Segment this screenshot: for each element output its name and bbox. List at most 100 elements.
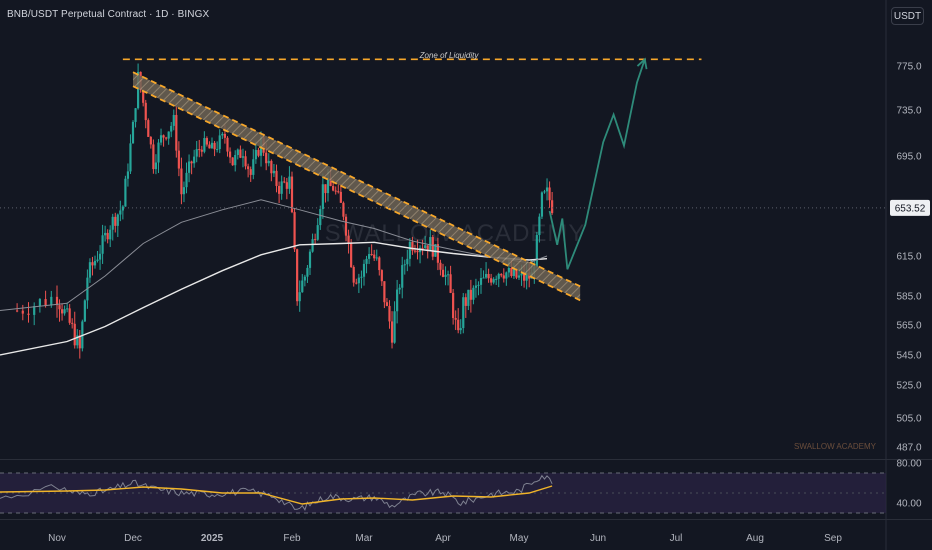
candle-body [319,209,322,226]
axes-layer: 775.0 735.0 695.0 615.0 585.0 565.0 545.0 525.0… [48,62,930,544]
time-tick-label: Feb [283,533,301,544]
candle-body [474,285,478,288]
time-tick-label: 2025 [201,533,224,544]
candle-body [195,149,198,157]
time-tick-label: Aug [746,533,764,544]
candle-body [436,244,440,263]
candle-body [124,178,127,207]
candle-body [165,137,168,139]
rsi-tick-label: 80.00 [896,459,921,470]
candle-body [316,225,319,240]
candle-body [172,114,175,126]
candle-body [60,309,64,314]
candle-body [203,138,206,152]
price-tick-label: 505.0 [896,414,921,425]
candles-layer [16,63,554,359]
price-tick-label: 695.0 [896,152,921,163]
candle-body [228,151,232,158]
candle-body [449,274,452,293]
trendline-upper[interactable] [132,71,581,288]
time-tick-label: Mar [355,533,373,544]
candle-body [441,269,445,277]
candle-body [446,274,450,276]
candle-body [424,245,427,249]
candle-body [249,169,252,175]
price-tick-label: 735.0 [896,106,921,117]
candle-body [104,232,107,236]
candle-body [373,254,376,259]
candle-body [360,276,363,278]
price-tick-label: 565.0 [896,321,921,332]
candle-body [111,216,114,230]
candle-body [149,136,152,145]
candle-body [68,308,71,323]
candle-body [362,263,366,277]
candle-body [329,178,332,187]
candle-body [517,275,521,278]
candle-body [337,191,340,193]
candle-body [190,161,193,164]
candle-body [162,135,165,138]
trendline-channel-fill [133,72,581,301]
candle-body [205,138,209,145]
candle-body [244,156,247,167]
candle-body [324,184,327,194]
candle-body [350,242,353,267]
candle-body [380,270,383,282]
candle-body [152,144,155,170]
candle-body [234,154,237,166]
candle-body [96,259,99,261]
candle-body [154,162,158,170]
candle-body [272,170,276,174]
currency-button[interactable]: USDT [891,7,924,25]
candle-body [283,181,286,183]
candle-body [495,278,498,280]
candle-body [490,278,493,283]
candle-body [247,166,250,170]
candle-body [98,253,102,260]
candle-body [452,292,455,319]
candle-body [91,262,94,266]
candle-body [355,282,358,284]
candle-body [185,172,188,188]
rsi-tick-label: 40.00 [896,499,921,510]
candle-body [93,260,97,266]
candle-body [308,251,312,268]
candle-body [370,254,373,256]
candle-body [88,262,92,278]
projection-path[interactable] [548,59,646,270]
candle-body [200,149,203,152]
candle-body [119,210,122,215]
candle-body [469,289,472,300]
candle-body [226,137,229,152]
candle-body [332,186,335,191]
candle-body [78,335,81,349]
candle-body [58,305,61,310]
candle-body [416,250,419,253]
candle-body [114,216,117,226]
candle-body [129,143,132,172]
candle-body [285,182,288,189]
candle-body [352,266,355,283]
candle-body [101,235,104,254]
candle-body [301,280,304,293]
candle-body [512,269,516,276]
candle-body [157,142,160,163]
candle-body [55,296,59,306]
price-tick-label: 545.0 [896,351,921,362]
candle-body [231,157,234,166]
candle-body [367,254,371,259]
candle-body [106,232,109,240]
candle-body [543,191,546,193]
candle-body [385,302,389,306]
time-tick-label: Sep [824,533,842,544]
candle-body [502,275,505,279]
trendline-lower[interactable] [132,85,581,302]
candle-body [492,279,495,283]
candle-body [434,244,437,257]
candle-body [500,273,503,276]
candle-body [306,267,309,277]
candle-body [66,308,69,310]
